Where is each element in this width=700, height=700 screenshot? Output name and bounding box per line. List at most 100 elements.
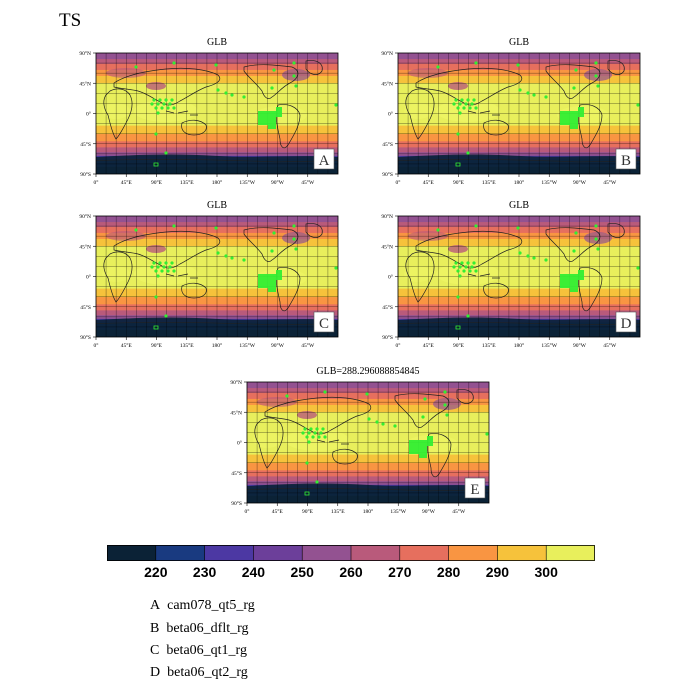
legend-letter: A bbox=[150, 598, 161, 613]
lon-tick-label: 135°W bbox=[390, 508, 406, 515]
colorbar-swatch bbox=[351, 545, 401, 561]
map-panel-c: C90°N45°N0°45°S90°S0° 45°E 90°E 135°E 180° 13… bbox=[79, 213, 339, 349]
colorbar-swatch bbox=[204, 545, 254, 561]
lon-tick-label: 45°E bbox=[121, 179, 133, 186]
lon-tick-label: 90°E bbox=[151, 342, 163, 349]
lat-tick-label: 90°N bbox=[79, 213, 91, 220]
lat-tick-label: 90°N bbox=[230, 379, 242, 386]
colorbar-tick-label: 290 bbox=[485, 564, 510, 580]
legend-item-a: A cam078_qt5_rg bbox=[150, 598, 255, 614]
lon-tick-label: 0° bbox=[396, 179, 401, 186]
legend-letter: B bbox=[150, 621, 160, 636]
lon-tick-label: 180° bbox=[514, 179, 524, 186]
lon-tick-label: 135°W bbox=[541, 179, 557, 186]
panel-label-letter: D bbox=[621, 316, 632, 332]
lat-tick-label: 90°S bbox=[80, 171, 91, 178]
lon-tick-label: 135°W bbox=[239, 342, 255, 349]
lon-tick-label: 90°W bbox=[573, 342, 587, 349]
legend-item-c: C beta06_qt1_rg bbox=[150, 643, 247, 659]
lon-tick-label: 45°W bbox=[301, 342, 315, 349]
lon-tick-label: 180° bbox=[363, 508, 373, 515]
colorbar-tick-label: 260 bbox=[339, 564, 363, 580]
panel-b-title: GLB bbox=[509, 37, 529, 48]
map-panel-e: E90°N45°N0°45°S90°S0° 45°E 90°E 135°E 180° 13… bbox=[230, 379, 490, 515]
lon-tick-label: 45°E bbox=[272, 508, 284, 515]
lat-tick-label: 90°S bbox=[80, 334, 91, 341]
panel-c-title: GLB bbox=[207, 200, 227, 211]
lat-tick-label: 45°N bbox=[79, 80, 91, 87]
lat-tick-label: 45°S bbox=[231, 470, 242, 477]
lat-tick-label: 90°N bbox=[79, 50, 91, 57]
figure-title: TS bbox=[59, 10, 82, 31]
lat-tick-label: 45°S bbox=[382, 304, 393, 311]
colorbar-tick-label: 230 bbox=[192, 564, 217, 580]
map-panel-b: B90°N45°N0°45°S90°S0° 45°E 90°E 135°E 180° 13… bbox=[381, 50, 641, 186]
panel-e-title: GLB=288.296088854845 bbox=[316, 366, 420, 377]
lon-tick-label: 45°E bbox=[423, 179, 435, 186]
panel-a-title: GLB bbox=[207, 37, 227, 48]
lon-tick-label: 180° bbox=[514, 342, 524, 349]
map-panel-d: D90°N45°N0°45°S90°S0° 45°E 90°E 135°E 180° 13… bbox=[381, 213, 641, 349]
lon-tick-label: 45°W bbox=[301, 179, 315, 186]
colorbar-swatch bbox=[546, 545, 595, 561]
lon-tick-label: 135°E bbox=[482, 179, 496, 186]
legend-name: beta06_qt1_rg bbox=[166, 643, 247, 658]
colorbar-tick-label: 300 bbox=[534, 564, 558, 580]
lon-tick-label: 90°W bbox=[422, 508, 436, 515]
legend-item-d: D beta06_qt2_rg bbox=[150, 665, 248, 681]
lon-tick-label: 45°W bbox=[452, 508, 466, 515]
panel-label-box bbox=[615, 148, 637, 170]
panel-label-box bbox=[313, 311, 335, 333]
lon-tick-label: 90°W bbox=[573, 179, 587, 186]
lon-tick-label: 90°E bbox=[151, 179, 163, 186]
lon-tick-label: 90°E bbox=[453, 342, 465, 349]
lat-tick-label: 90°N bbox=[381, 213, 393, 220]
lat-tick-label: 45°S bbox=[80, 141, 91, 148]
lon-tick-label: 45°W bbox=[603, 342, 617, 349]
lat-tick-label: 45°N bbox=[381, 243, 393, 250]
legend-letter: D bbox=[150, 665, 161, 680]
lat-tick-label: 90°S bbox=[231, 500, 242, 507]
legend-item-b: B beta06_dflt_rg bbox=[150, 621, 249, 637]
lon-tick-label: 90°E bbox=[302, 508, 314, 515]
map-panel-a: A90°N45°N0°45°S90°S0° 45°E 90°E 135°E 180° 13… bbox=[79, 50, 339, 186]
lon-tick-label: 0° bbox=[396, 342, 401, 349]
lat-tick-label: 90°S bbox=[382, 334, 393, 341]
colorbar-swatch bbox=[107, 545, 157, 561]
colorbar-swatch bbox=[155, 545, 206, 561]
lat-tick-label: 0° bbox=[237, 440, 242, 447]
lon-tick-label: 180° bbox=[212, 179, 222, 186]
panel-label-box bbox=[615, 311, 637, 333]
legend-name: beta06_qt2_rg bbox=[167, 665, 248, 680]
lon-tick-label: 90°W bbox=[271, 179, 285, 186]
panel-label-letter: A bbox=[319, 153, 330, 169]
lon-tick-label: 135°W bbox=[541, 342, 557, 349]
colorbar-tick-label: 270 bbox=[388, 564, 412, 580]
lon-tick-label: 135°E bbox=[180, 179, 194, 186]
lat-tick-label: 0° bbox=[388, 274, 393, 281]
lat-tick-label: 90°S bbox=[382, 171, 393, 178]
lat-tick-label: 45°S bbox=[382, 141, 393, 148]
legend-name: beta06_dflt_rg bbox=[166, 621, 249, 636]
lon-tick-label: 90°E bbox=[453, 179, 465, 186]
panel-label-letter: E bbox=[470, 482, 479, 498]
colorbar-tick-labels: 220 230 240 250 260 270 280 290 300 bbox=[107, 564, 595, 584]
colorbar-swatch bbox=[497, 545, 547, 561]
lon-tick-label: 0° bbox=[94, 179, 99, 186]
panel-label-box bbox=[313, 148, 335, 170]
lat-tick-label: 45°N bbox=[79, 243, 91, 250]
legend-name: cam078_qt5_rg bbox=[167, 598, 255, 613]
colorbar-tick-label: 250 bbox=[290, 564, 314, 580]
panel-label-letter: C bbox=[319, 316, 329, 332]
lat-tick-label: 0° bbox=[86, 111, 91, 118]
lon-tick-label: 45°W bbox=[603, 179, 617, 186]
lon-tick-label: 135°E bbox=[331, 508, 345, 515]
colorbar-tick-label: 240 bbox=[241, 564, 266, 580]
panel-d-title: GLB bbox=[509, 200, 529, 211]
lon-tick-label: 135°E bbox=[482, 342, 496, 349]
panel-label-box bbox=[464, 477, 486, 499]
legend-letter: C bbox=[150, 643, 160, 658]
lon-tick-label: 45°E bbox=[121, 342, 133, 349]
lat-tick-label: 45°N bbox=[381, 80, 393, 87]
lon-tick-label: 0° bbox=[94, 342, 99, 349]
